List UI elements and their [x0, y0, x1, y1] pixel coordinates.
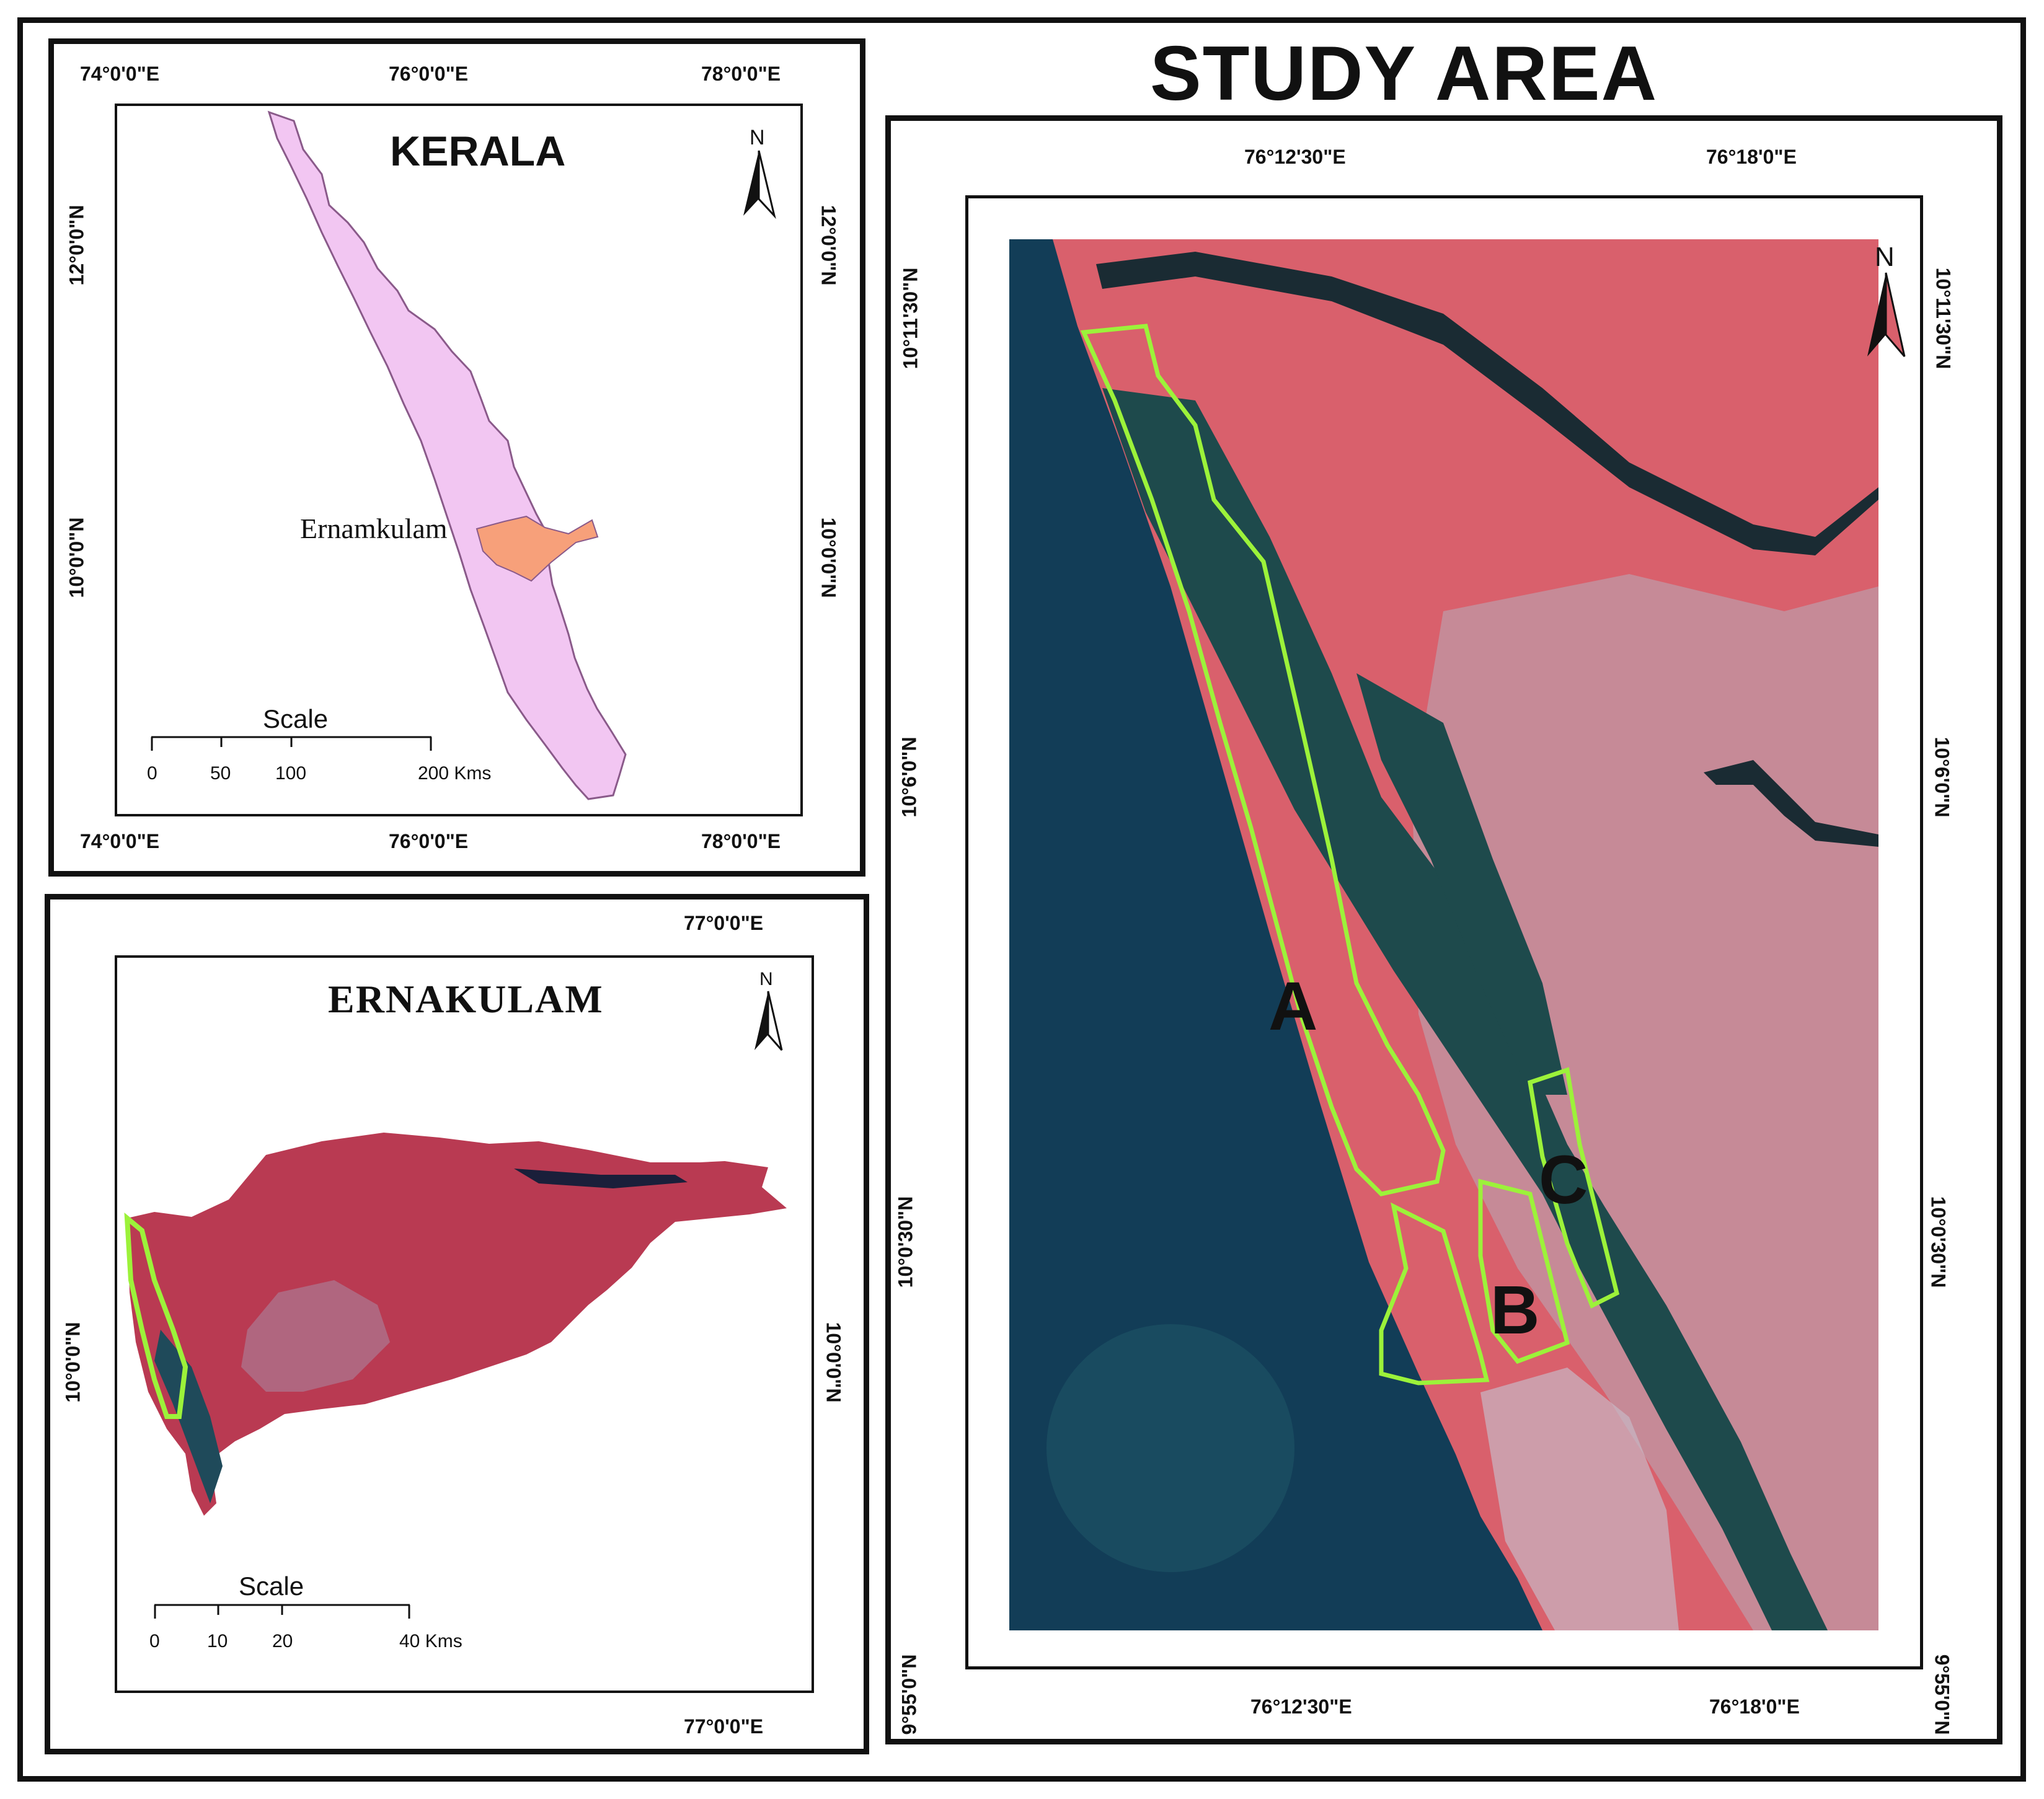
kerala-bottom-tick: 74°0'0"E [80, 830, 160, 852]
ernakulam-right-tick: 10°0'0"N [822, 1322, 845, 1403]
study-right-tick: 10°0'30"N [1927, 1196, 1950, 1288]
ernakulam-scale-bar [154, 1604, 410, 1619]
kerala-scale-label: 200 Kms [418, 763, 492, 784]
study-bottom-tick: 76°12'30"E [1250, 1695, 1352, 1718]
main-title: STUDY AREA [1150, 31, 1658, 117]
zone-label-c: C [1539, 1142, 1588, 1218]
ernakulam-panel: 77°0'0"E 77°0'0"E 10°0'0"N 10°0'0"N ERNA… [45, 894, 869, 1754]
kerala-left-tick: 12°0'0"N [65, 205, 88, 286]
study-area-map-frame: A B C N [965, 195, 1923, 1669]
ernakulam-map: ERNAKULAM N Scale 0 10 20 40 Kms [115, 955, 814, 1693]
kerala-top-tick: 74°0'0"E [80, 63, 160, 85]
study-right-tick: 9°55'0"N [1931, 1654, 1953, 1735]
study-top-tick: 76°18'0"E [1706, 146, 1797, 168]
north-arrow-icon: N [750, 969, 787, 1056]
study-left-tick: 10°11'30"N [899, 267, 922, 369]
ernakulam-top-tick: 77°0'0"E [684, 912, 764, 934]
ernakulam-left-tick: 10°0'0"N [61, 1322, 84, 1403]
kerala-panel: 74°0'0"E 76°0'0"E 78°0'0"E 74°0'0"E 76°0… [48, 38, 865, 877]
zone-a-lower-outline [1379, 1202, 1490, 1386]
ernakulam-scale-label: 40 Kms [399, 1631, 462, 1651]
kerala-title: KERALA [390, 128, 566, 175]
ernakulam-bottom-tick: 77°0'0"E [684, 1715, 764, 1738]
north-arrow-icon: N [737, 126, 781, 219]
ernakulam-district-image [124, 1133, 787, 1516]
study-right-tick: 10°11'30"N [1932, 267, 1955, 369]
kerala-scale-bar [151, 736, 432, 751]
kerala-bottom-tick: 76°0'0"E [389, 830, 469, 852]
ernakulam-title: ERNAKULAM [328, 977, 604, 1021]
kerala-scale-label: 0 [147, 763, 157, 784]
kerala-right-tick: 12°0'0"N [817, 205, 840, 286]
kerala-left-tick: 10°0'0"N [65, 517, 88, 598]
north-label: N [1875, 242, 1895, 272]
study-left-tick: 10°6'0"N [898, 736, 921, 818]
kerala-state-shape [267, 110, 627, 800]
study-bottom-tick: 76°18'0"E [1709, 1695, 1800, 1718]
kerala-scale-label: 50 [210, 763, 231, 784]
zone-c-outline [1528, 1067, 1620, 1309]
kerala-map: KERALA Ernamkulam N Scale 0 50 100 200 K… [115, 104, 803, 816]
zone-label-a: A [1268, 968, 1318, 1045]
north-label: N [750, 126, 765, 149]
kerala-scale-title: Scale [263, 704, 329, 733]
ernakulam-scale-label: 20 [272, 1631, 293, 1651]
zone-label-b: B [1490, 1272, 1540, 1348]
kerala-bottom-tick: 78°0'0"E [701, 830, 781, 852]
study-top-tick: 76°12'30"E [1244, 146, 1346, 168]
zone-b-outline [1478, 1178, 1570, 1364]
ernakulam-scale-title: Scale [239, 1571, 304, 1601]
kerala-top-tick: 76°0'0"E [389, 63, 469, 85]
kerala-right-tick: 10°0'0"N [817, 517, 840, 598]
zone-a-outline [1080, 324, 1446, 1196]
ernakulam-scale-label: 0 [149, 1631, 160, 1651]
study-left-tick: 10°0'30"N [894, 1196, 917, 1288]
north-label: N [759, 969, 773, 989]
kerala-scale-label: 100 [275, 763, 307, 784]
kerala-top-tick: 78°0'0"E [701, 63, 781, 85]
north-arrow-icon: N [1861, 242, 1911, 360]
study-area-panel: 76°12'30"E 76°18'0"E 76°12'30"E 76°18'0"… [885, 115, 2002, 1744]
ernakulam-scale-label: 10 [207, 1631, 228, 1651]
study-right-tick: 10°6'0"N [1931, 736, 1953, 818]
satellite-image [1009, 239, 1878, 1630]
district-label-ernamkulam: Ernamkulam [300, 513, 448, 544]
study-left-tick: 9°55'0"N [898, 1654, 921, 1735]
